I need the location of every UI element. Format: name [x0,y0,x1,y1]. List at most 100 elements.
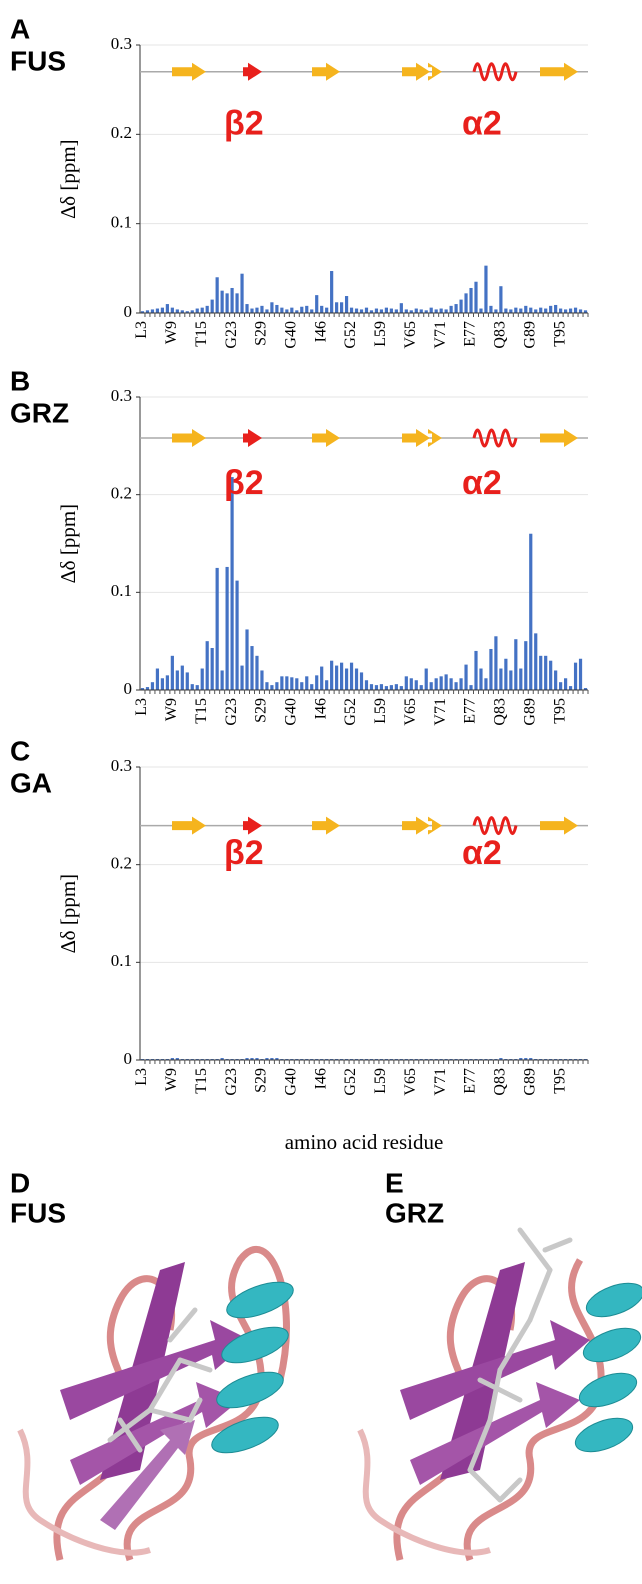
bar [191,684,194,690]
annotation: α2 [462,464,502,502]
y-tick-label: 0 [124,1049,133,1068]
strand-arrow [540,429,578,447]
bar [484,266,487,313]
bar [201,308,204,313]
x-tick-label: V65 [402,698,419,726]
x-tick-label: G23 [223,1068,240,1096]
bar [325,680,328,690]
bar [554,305,557,313]
bar [176,309,179,313]
bar [171,656,174,690]
y-tick-label: 0 [124,302,133,321]
x-tick-label: T15 [193,698,210,724]
bar [275,682,278,690]
bar [161,678,164,690]
bar [514,639,517,690]
helix-symbol [474,430,516,446]
bar [425,669,428,690]
bar [410,678,413,690]
bar [579,659,582,690]
x-tick-label: W9 [163,698,180,721]
bar [534,633,537,690]
bar [504,659,507,690]
bar [270,685,273,690]
bar [161,308,164,313]
x-tick-label: W9 [163,321,180,344]
bar [206,306,209,313]
bar [464,665,467,690]
strand-arrow [402,63,430,81]
bar [156,309,159,313]
x-axis-label: amino acid residue [285,1130,444,1154]
bar [494,309,497,313]
annotation: α2 [462,104,502,142]
bar [420,309,423,313]
bar [400,303,403,313]
bar [435,678,438,690]
bar [454,304,457,313]
bar [285,676,288,690]
panel-label: B [10,365,30,396]
bar [499,286,502,313]
bar [345,296,348,313]
x-tick-label: G89 [521,698,538,726]
x-tick-label: L3 [133,698,150,716]
bar [459,300,462,313]
x-tick-label: I46 [312,1068,329,1089]
bar [280,676,283,690]
bar [564,309,567,313]
bar [285,309,288,313]
strand-arrow [540,63,578,81]
x-tick-label: L59 [372,1068,389,1094]
bar [519,309,522,313]
bar [360,309,363,313]
bar [166,675,169,690]
bar [216,568,219,690]
annotation: β2 [224,834,264,872]
bar [380,309,383,313]
bar [454,682,457,690]
bar [539,308,542,313]
bar [340,663,343,690]
x-tick-label: G23 [223,321,240,349]
bar [330,271,333,313]
x-tick-label: E77 [462,698,479,724]
bar [315,675,318,690]
bar [459,678,462,690]
bar [385,686,388,690]
bar [365,308,368,313]
ligand-name: GRZ [10,397,69,428]
x-tick-label: Q83 [492,321,509,349]
x-tick-label: L59 [372,698,389,724]
x-tick-label: Q83 [492,698,509,726]
bar [435,309,438,313]
bar [380,684,383,690]
bar [250,646,253,690]
panel-label: A [10,13,30,44]
bar [166,304,169,313]
y-tick-label: 0.1 [111,951,132,970]
bar [549,661,552,690]
y-axis-label: ∆δ [ppm] [56,874,80,953]
x-tick-label: T15 [193,321,210,347]
bar [360,672,363,690]
structure-e [360,1230,642,1560]
bar [489,306,492,313]
x-tick-label: G23 [223,698,240,726]
bar [554,670,557,690]
bar [440,676,443,690]
bar [474,651,477,690]
bar [529,534,532,690]
x-tick-label: L3 [133,321,150,339]
bar [315,295,318,313]
bar [240,274,243,313]
strand-arrow [312,817,340,835]
bar [549,306,552,313]
x-tick-label: G40 [282,1068,299,1096]
bar [509,309,512,313]
bar [156,669,159,690]
bar [330,661,333,690]
bar [445,309,448,313]
x-tick-label: G52 [342,698,359,726]
